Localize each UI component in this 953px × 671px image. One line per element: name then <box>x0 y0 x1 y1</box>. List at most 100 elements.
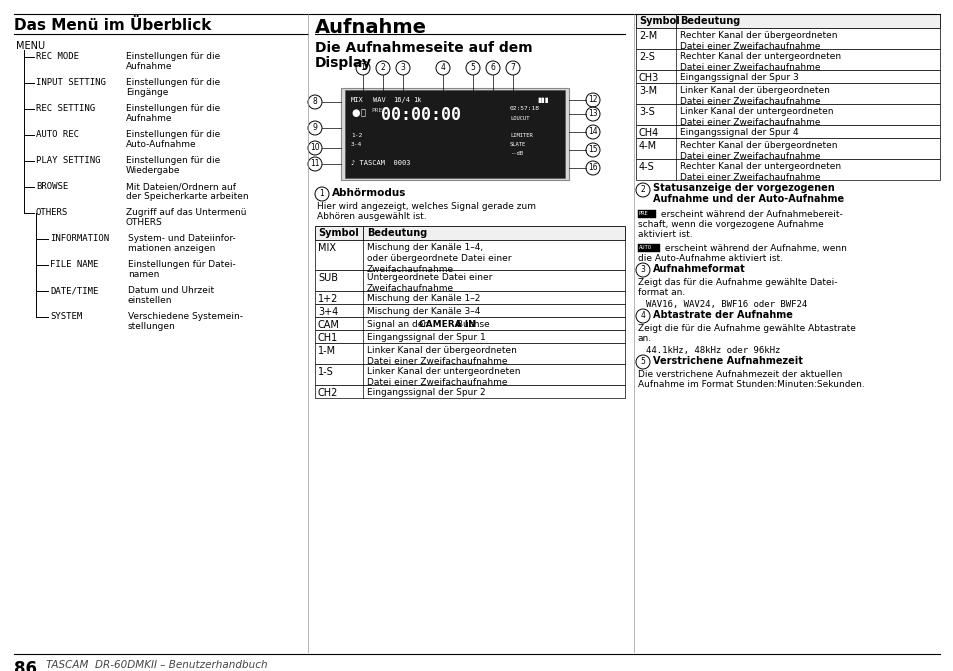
Text: 2-M: 2-M <box>639 31 657 41</box>
Text: LIMITER: LIMITER <box>510 133 532 138</box>
Text: Mit Dateien/Ordnern auf: Mit Dateien/Ordnern auf <box>126 182 235 191</box>
Text: --dB: --dB <box>510 151 522 156</box>
Text: Datei einer Zweifachaufnahme: Datei einer Zweifachaufnahme <box>679 173 820 182</box>
Text: 7: 7 <box>510 64 515 72</box>
Text: WAV: WAV <box>373 97 385 103</box>
Text: Eingangssignal der Spur 2: Eingangssignal der Spur 2 <box>367 388 485 397</box>
Bar <box>636 28 939 49</box>
Text: 10: 10 <box>310 144 319 152</box>
Text: 02:57:18: 02:57:18 <box>510 106 539 111</box>
Text: 1-S: 1-S <box>317 367 334 377</box>
Text: Einstellungen für die: Einstellungen für die <box>126 52 220 61</box>
Bar <box>636 125 939 138</box>
Text: Einstellungen für die: Einstellungen für die <box>126 130 220 139</box>
Text: 00:00:00: 00:00:00 <box>380 106 460 124</box>
Text: Rechter Kanal der übergeordneten: Rechter Kanal der übergeordneten <box>679 141 837 150</box>
Text: CH2: CH2 <box>317 388 338 398</box>
Text: Eingangssignal der Spur 4: Eingangssignal der Spur 4 <box>679 128 798 137</box>
Text: OTHERS: OTHERS <box>126 218 163 227</box>
Text: Datei einer Zweifachaufnahme: Datei einer Zweifachaufnahme <box>679 63 820 72</box>
Text: MIX: MIX <box>317 243 335 253</box>
Text: LOUCUT: LOUCUT <box>510 116 529 121</box>
Text: erscheint während der Aufnahme, wenn: erscheint während der Aufnahme, wenn <box>661 244 846 253</box>
Text: Abtastrate der Aufnahme: Abtastrate der Aufnahme <box>652 310 792 320</box>
Text: Mischung der Kanäle 3–4: Mischung der Kanäle 3–4 <box>367 307 480 316</box>
Text: TASCAM  DR-60DMKII – Benutzerhandbuch: TASCAM DR-60DMKII – Benutzerhandbuch <box>46 660 268 670</box>
Text: CAM: CAM <box>317 320 339 330</box>
Bar <box>314 291 624 304</box>
Text: Abhören ausgewählt ist.: Abhören ausgewählt ist. <box>316 212 426 221</box>
Bar <box>314 240 624 270</box>
Text: CH4: CH4 <box>639 128 659 138</box>
Text: PLAY SETTING: PLAY SETTING <box>36 156 100 165</box>
Text: PRE: PRE <box>371 108 382 113</box>
Text: 3-4: 3-4 <box>351 142 362 147</box>
Text: Datum und Uhrzeit: Datum und Uhrzeit <box>128 286 213 295</box>
Bar <box>636 14 939 28</box>
Text: 16/4: 16/4 <box>393 97 410 103</box>
Text: Rechter Kanal der übergeordneten: Rechter Kanal der übergeordneten <box>679 31 837 40</box>
Text: Einstellungen für die: Einstellungen für die <box>126 78 220 87</box>
Text: 16: 16 <box>588 164 598 172</box>
Text: 4: 4 <box>440 64 445 72</box>
Text: Aufnahme: Aufnahme <box>126 62 172 71</box>
Text: Aufnahme und der Auto-Aufnahme: Aufnahme und der Auto-Aufnahme <box>652 194 843 204</box>
Text: 3+4: 3+4 <box>317 307 338 317</box>
Text: Eingangssignal der Spur 3: Eingangssignal der Spur 3 <box>679 73 798 82</box>
Bar <box>638 210 656 218</box>
Text: Auto-Aufnahme: Auto-Aufnahme <box>126 140 196 149</box>
Text: 12: 12 <box>588 95 598 105</box>
Text: Datei einer Zweifachaufnahme: Datei einer Zweifachaufnahme <box>679 42 820 51</box>
Text: einstellen: einstellen <box>128 296 172 305</box>
Text: 4-S: 4-S <box>639 162 654 172</box>
Text: 2: 2 <box>380 64 385 72</box>
Bar <box>636 104 939 125</box>
Bar <box>314 343 624 364</box>
Text: AUTO REC: AUTO REC <box>36 130 79 139</box>
Text: Zeigt die für die Aufnahme gewählte Abtastrate: Zeigt die für die Aufnahme gewählte Abta… <box>638 324 855 333</box>
Text: -Buchse: -Buchse <box>455 320 490 329</box>
Text: 5: 5 <box>639 358 645 366</box>
Text: Rechter Kanal der untergeordneten: Rechter Kanal der untergeordneten <box>679 162 841 171</box>
Text: ●: ● <box>351 108 359 118</box>
Text: Linker Kanal der untergeordneten: Linker Kanal der untergeordneten <box>679 107 833 116</box>
Bar <box>314 270 624 291</box>
Text: oder übergeordnete Datei einer: oder übergeordnete Datei einer <box>367 254 511 263</box>
Text: format an.: format an. <box>638 288 684 297</box>
Text: Eingangssignal der Spur 1: Eingangssignal der Spur 1 <box>367 333 485 342</box>
Text: Bedeutung: Bedeutung <box>679 16 740 26</box>
Text: Die Aufnahmeseite auf dem: Die Aufnahmeseite auf dem <box>314 41 532 55</box>
Text: 44.1kHz, 48kHz oder 96kHz: 44.1kHz, 48kHz oder 96kHz <box>645 346 780 355</box>
Text: der Speicherkarte arbeiten: der Speicherkarte arbeiten <box>126 192 249 201</box>
Text: 1+2: 1+2 <box>317 294 338 304</box>
Text: Zugriff auf das Untermenü: Zugriff auf das Untermenü <box>126 208 246 217</box>
Bar <box>636 83 939 104</box>
Text: 1k: 1k <box>413 97 421 103</box>
Text: CH1: CH1 <box>317 333 338 343</box>
Text: Einstellungen für Datei-: Einstellungen für Datei- <box>128 260 235 269</box>
Text: schaft, wenn die vorgezogene Aufnahme: schaft, wenn die vorgezogene Aufnahme <box>638 220 822 229</box>
Text: Verstrichene Aufnahmezeit: Verstrichene Aufnahmezeit <box>652 356 802 366</box>
Text: Linker Kanal der übergeordneten: Linker Kanal der übergeordneten <box>679 86 829 95</box>
Text: Datei einer Zweifachaufnahme: Datei einer Zweifachaufnahme <box>679 97 820 106</box>
Text: AUTO: AUTO <box>639 245 651 250</box>
Text: Einstellungen für die: Einstellungen für die <box>126 104 220 113</box>
Text: Das Menü im Überblick: Das Menü im Überblick <box>14 18 212 33</box>
Text: System- und Dateiinfor-: System- und Dateiinfor- <box>128 234 235 243</box>
Bar <box>314 317 624 330</box>
Text: an.: an. <box>638 334 652 343</box>
Text: Statusanzeige der vorgezogenen: Statusanzeige der vorgezogenen <box>652 183 834 193</box>
Text: 6: 6 <box>490 64 495 72</box>
Text: stellungen: stellungen <box>128 322 175 331</box>
Text: WAV16, WAV24, BWF16 oder BWF24: WAV16, WAV24, BWF16 oder BWF24 <box>645 300 806 309</box>
Text: 5: 5 <box>470 64 475 72</box>
Text: 8: 8 <box>313 97 317 107</box>
Text: 13: 13 <box>588 109 598 119</box>
Bar <box>314 385 624 398</box>
Text: Eingänge: Eingänge <box>126 88 168 97</box>
Text: 11: 11 <box>310 160 319 168</box>
Text: Abhörmodus: Abhörmodus <box>332 188 406 198</box>
Text: ⏸: ⏸ <box>360 108 366 117</box>
Text: 3-S: 3-S <box>639 107 654 117</box>
Text: 14: 14 <box>588 127 598 136</box>
